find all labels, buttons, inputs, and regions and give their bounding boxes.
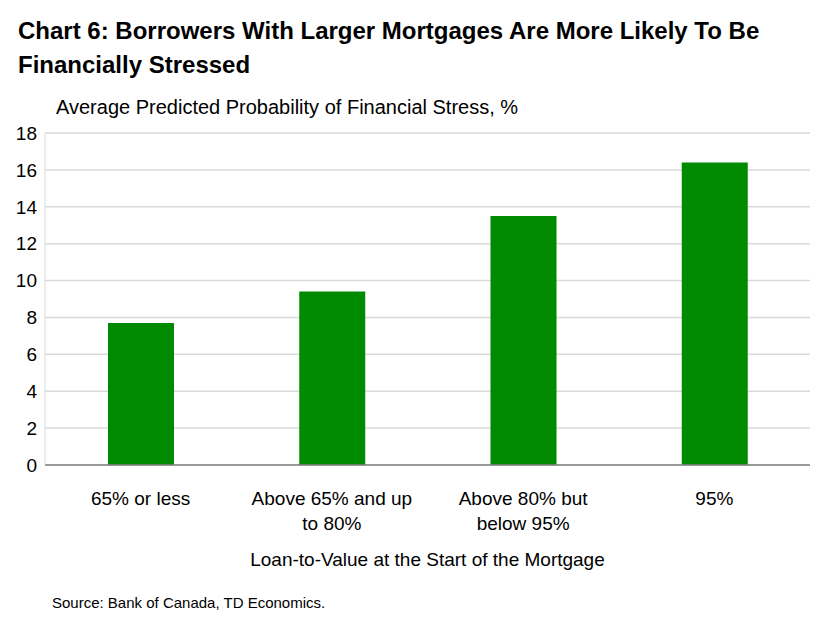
html-text:Loan-to-Value at the Start of: Loan-to-Value at the Start of the Mortga…	[250, 549, 605, 570]
html-text:Chart 6: Borrowers With Larger: Chart 6: Borrowers With Larger Mortgages…	[18, 17, 760, 78]
svg-text:16: 16	[16, 160, 37, 181]
svg-text:Above 65% and upto 80%: Above 65% and upto 80%	[252, 488, 413, 534]
svg-text:18: 18	[16, 123, 37, 144]
svg-text:0: 0	[26, 455, 37, 476]
svg-text:4: 4	[26, 381, 37, 402]
svg-text:95%: 95%	[695, 488, 733, 509]
svg-text:14: 14	[16, 197, 38, 218]
html-text:Source: Bank of Canada, TD Eco: Source: Bank of Canada, TD Economics.	[52, 594, 326, 611]
svg-text:65% or less: 65% or less	[91, 488, 190, 509]
svg-text:12: 12	[16, 233, 37, 254]
svg-text:6: 6	[26, 344, 37, 365]
html-text:Average Predicted Probability: Average Predicted Probability of Financi…	[56, 96, 519, 118]
svg-text:Above 80% butbelow 95%: Above 80% butbelow 95%	[459, 488, 589, 534]
svg-text:2: 2	[26, 418, 37, 439]
svg-text:8: 8	[26, 307, 37, 328]
svg-text:10: 10	[16, 270, 37, 291]
